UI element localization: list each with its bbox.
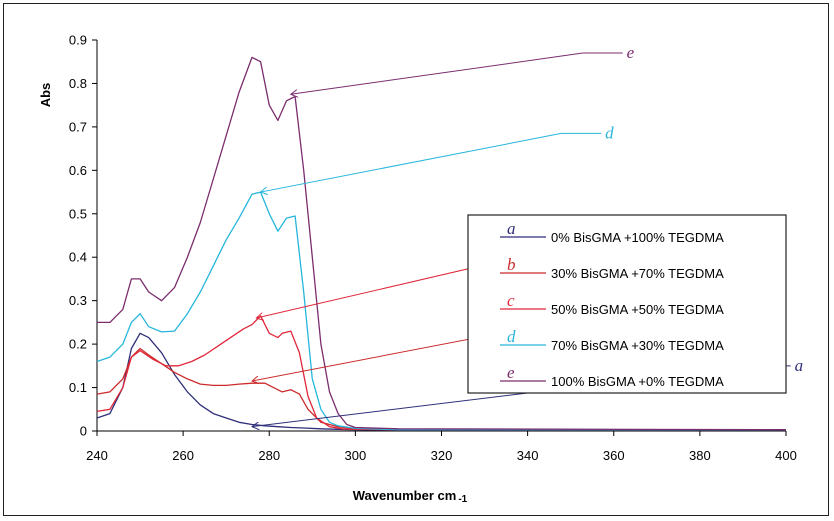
legend-letter-e: e — [507, 363, 515, 382]
callout-letter-d: d — [605, 123, 614, 142]
tick-labels: 0 0.1 0.2 0.3 0.4 0.5 0.6 0.7 0.8 0.9 240 260 280 300… — [69, 33, 797, 464]
legend-item-d: d 70% BisGMA +30% TEGDMA — [500, 327, 724, 353]
series-line-e — [97, 56, 787, 431]
callout-letter-e: e — [627, 43, 635, 62]
y-tick-label: 0.4 — [69, 250, 87, 265]
y-tick-label: 0.8 — [69, 76, 87, 91]
series-line-a — [96, 332, 786, 431]
callout-arrow-e — [291, 52, 583, 94]
legend-item-a: a 0% BisGMA +100% TEGDMA — [500, 219, 724, 245]
x-tick-label: 340 — [517, 448, 539, 463]
y-tick-label: 0.9 — [69, 33, 87, 48]
plot-area — [92, 39, 787, 436]
legend-box — [467, 214, 787, 394]
legend-letter-a: a — [507, 219, 516, 238]
y-axis-title: Abs — [38, 83, 53, 108]
y-tick-label: 0.5 — [69, 206, 87, 221]
legend-label-b: 30% BisGMA +70% TEGDMA — [551, 266, 724, 281]
y-tick-label: 0.6 — [69, 163, 87, 178]
legend-label-a: 0% BisGMA +100% TEGDMA — [551, 230, 724, 245]
x-tick-label: 380 — [689, 448, 711, 463]
legend-item-b: b 30% BisGMA +70% TEGDMA — [500, 255, 724, 281]
x-tick-label: 240 — [86, 448, 108, 463]
x-tick-label: 260 — [172, 448, 194, 463]
legend-letter-c: c — [507, 291, 515, 310]
y-tick-label: 0.3 — [69, 293, 87, 308]
callout-letter-a: a — [795, 356, 804, 375]
x-axis-title-main: Wavenumber cm — [353, 488, 457, 503]
x-tick-label: 400 — [775, 448, 797, 463]
legend: a 0% BisGMA +100% TEGDMA b 30% BisGMA +70% … — [467, 214, 787, 394]
x-axis-title-unit-exponent: -1 — [458, 494, 467, 505]
x-tick-label: 360 — [603, 448, 625, 463]
series-layer — [96, 56, 787, 431]
series-line-c — [96, 315, 786, 431]
legend-item-e: e 100% BisGMA +0% TEGDMA — [500, 363, 724, 389]
legend-letter-d: d — [507, 327, 516, 346]
x-axis-title: Wavenumber cm -1 — [353, 488, 468, 505]
legend-label-e: 100% BisGMA +0% TEGDMA — [551, 374, 724, 389]
y-tick-label: 0.2 — [69, 337, 87, 352]
legend-label-d: 70% BisGMA +30% TEGDMA — [551, 338, 724, 353]
callout-arrow-d — [261, 132, 562, 192]
series-line-b — [96, 347, 786, 431]
legend-letter-b: b — [507, 255, 516, 274]
x-tick-label: 300 — [345, 448, 367, 463]
legend-item-c: c 50% BisGMA +50% TEGDMA — [500, 291, 724, 317]
legend-label-c: 50% BisGMA +50% TEGDMA — [551, 302, 724, 317]
y-tick-label: 0 — [80, 424, 87, 439]
x-tick-label: 320 — [431, 448, 453, 463]
x-tick-label: 280 — [258, 448, 280, 463]
y-tick-label: 0.7 — [69, 119, 87, 134]
y-tick-label: 0.1 — [69, 380, 87, 395]
